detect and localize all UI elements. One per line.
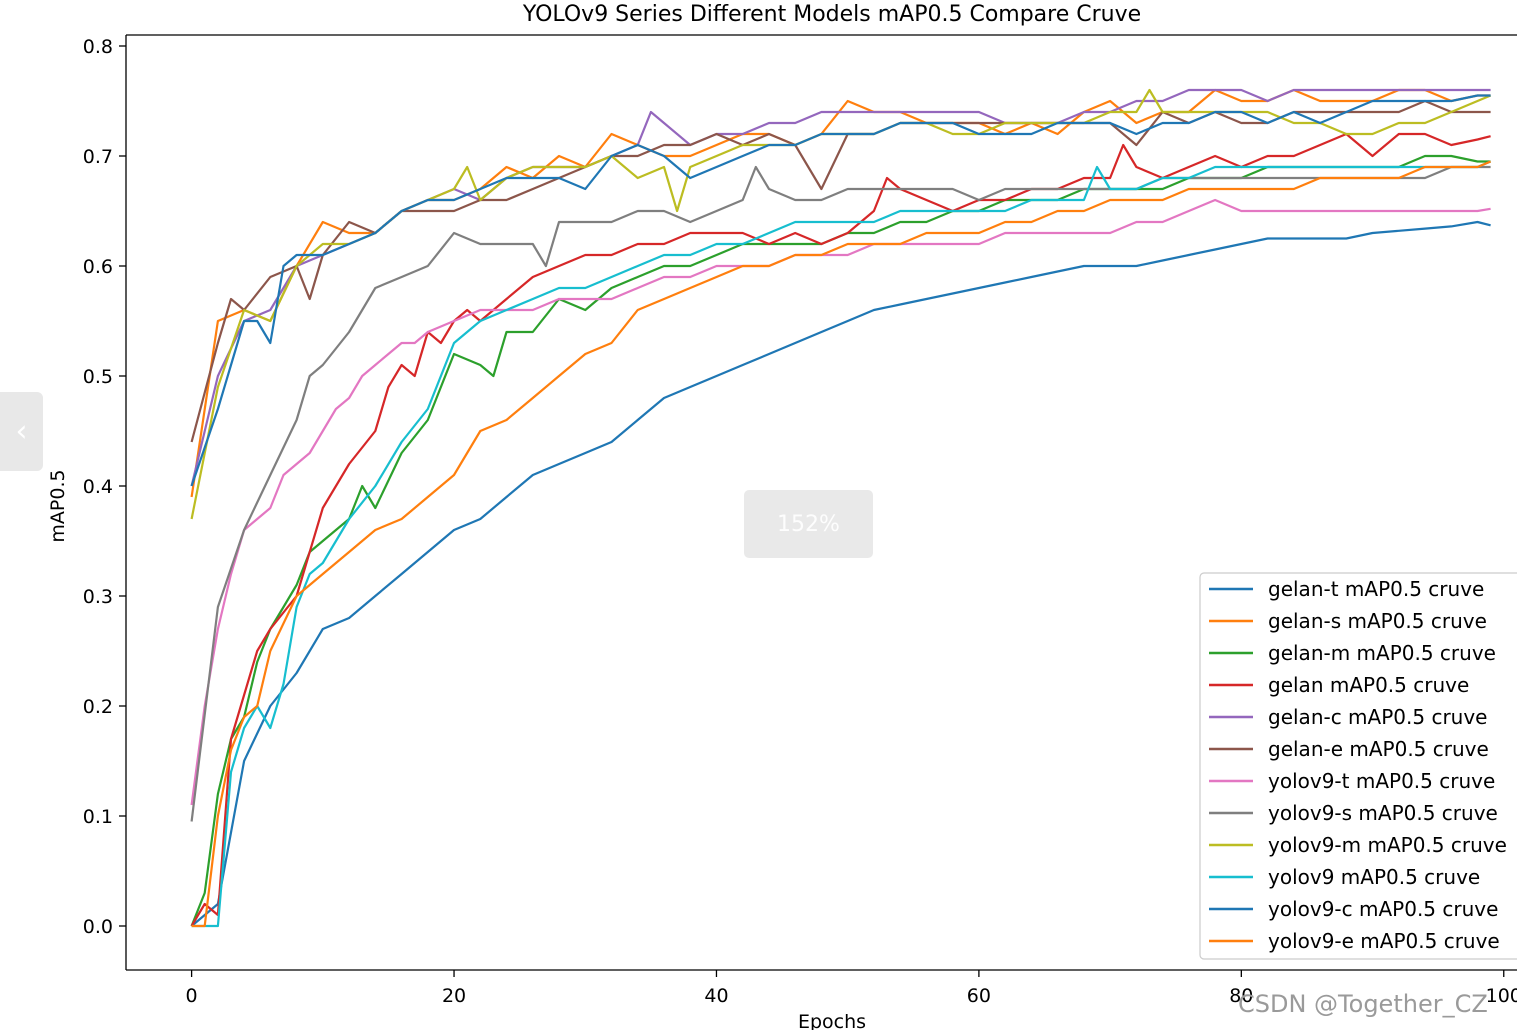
y-tick-label: 0.4 [83, 476, 113, 498]
x-tick-label: 20 [442, 985, 466, 1007]
legend-box [1199, 572, 1517, 960]
legend-label: gelan-t mAP0.5 cruve [1268, 577, 1484, 601]
legend-label: gelan-m mAP0.5 cruve [1268, 641, 1496, 665]
legend-label: yolov9 mAP0.5 cruve [1268, 865, 1480, 889]
legend-label: gelan-s mAP0.5 cruve [1268, 609, 1487, 633]
watermark: CSDN @Together_CZ [1238, 990, 1488, 1018]
legend-label: yolov9-c mAP0.5 cruve [1268, 897, 1498, 921]
legend: gelan-t mAP0.5 cruve gelan-s mAP0.5 cruve… [1199, 572, 1517, 960]
zoom-label: 152% [777, 511, 840, 537]
legend-label: yolov9-m mAP0.5 cruve [1268, 833, 1507, 857]
zoom-indicator: 152% [744, 490, 873, 558]
y-tick-label: 0.2 [83, 696, 113, 718]
series-line-3 [190, 132, 1491, 927]
legend-label: yolov9-t mAP0.5 cruve [1268, 769, 1495, 793]
y-tick-label: 0.6 [83, 256, 113, 278]
legend-label: yolov9-e mAP0.5 cruve [1268, 929, 1500, 953]
series-line-2 [190, 154, 1491, 927]
legend-label: gelan-e mAP0.5 cruve [1268, 737, 1489, 761]
series-line-11 [191, 160, 1492, 928]
x-tick-label: 100 [1486, 985, 1517, 1007]
y-tick-label: 0.1 [83, 806, 113, 828]
x-tick-label: 80 [1229, 985, 1253, 1007]
x-axis-title: Epochs [798, 1011, 866, 1030]
back-button[interactable]: ‹ [0, 392, 43, 471]
series-line-0 [190, 220, 1491, 927]
series-line-10 [190, 94, 1491, 487]
legend-label: gelan-c mAP0.5 cruve [1268, 705, 1487, 729]
x-tick-label: 0 [186, 985, 198, 1007]
legend-label: gelan mAP0.5 cruve [1268, 673, 1469, 697]
y-tick-label: 0.0 [83, 916, 113, 938]
axes: 0 20 40 60 80 100 0.0 0.1 0.2 0.3 0.4 0.5 0.6 0.7 0.8 [83, 34, 1517, 1007]
series-line-7 [190, 165, 1491, 822]
chevron-left-icon: ‹ [15, 414, 28, 449]
y-axis-title: mAP0.5 [47, 469, 69, 542]
plot-lines [190, 88, 1492, 928]
y-tick-label: 0.5 [83, 366, 113, 388]
y-tick-label: 0.7 [83, 146, 113, 168]
series-line-1 [190, 88, 1491, 498]
series-line-9 [191, 160, 1492, 928]
legend-label: yolov9-s mAP0.5 cruve [1268, 801, 1498, 825]
series-line-6 [190, 198, 1491, 806]
x-tick-label: 40 [704, 985, 728, 1007]
chart-title: YOLOv9 Series Different Models mAP0.5 Co… [522, 2, 1141, 27]
x-tick-label: 60 [967, 985, 991, 1007]
y-tick-label: 0.3 [83, 586, 113, 608]
y-tick-label: 0.8 [83, 36, 113, 58]
